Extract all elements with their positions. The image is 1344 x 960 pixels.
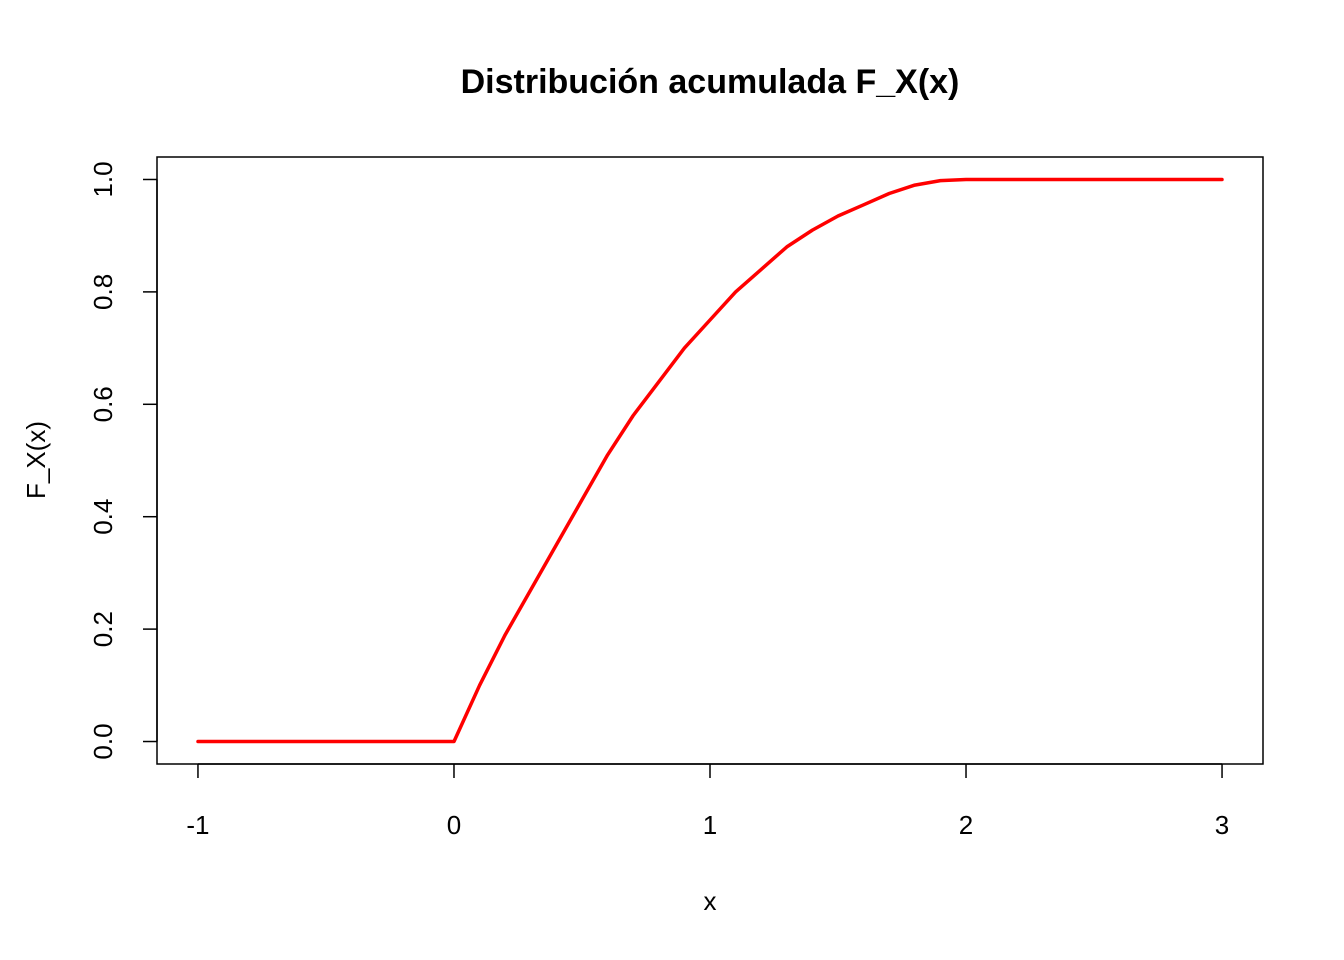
y-tick-label: 0.4 (88, 499, 118, 535)
plot-frame (156, 156, 1264, 765)
y-axis: 0.0 0.2 0.4 0.6 0.8 1.0 (88, 161, 158, 760)
x-tick-label: -1 (186, 810, 209, 840)
series-layer (196, 177, 1224, 744)
x-axis-label: x (704, 886, 717, 916)
y-tick-label: 0.6 (88, 386, 118, 422)
x-tick-label: 3 (1215, 810, 1229, 840)
x-axis: -1 0 1 2 3 (186, 763, 1229, 840)
chart-title: Distribución acumulada F_X(x) (461, 63, 960, 101)
x-tick-label: 2 (959, 810, 973, 840)
y-tick-label: 0.0 (88, 723, 118, 759)
x-tick-label: 0 (447, 810, 461, 840)
y-tick-label: 1.0 (88, 161, 118, 197)
y-axis-label: F_X(x) (21, 421, 51, 499)
y-tick-label: 0.2 (88, 611, 118, 647)
series-line (196, 177, 1224, 744)
y-tick-label: 0.8 (88, 274, 118, 310)
x-tick-label: 1 (703, 810, 717, 840)
